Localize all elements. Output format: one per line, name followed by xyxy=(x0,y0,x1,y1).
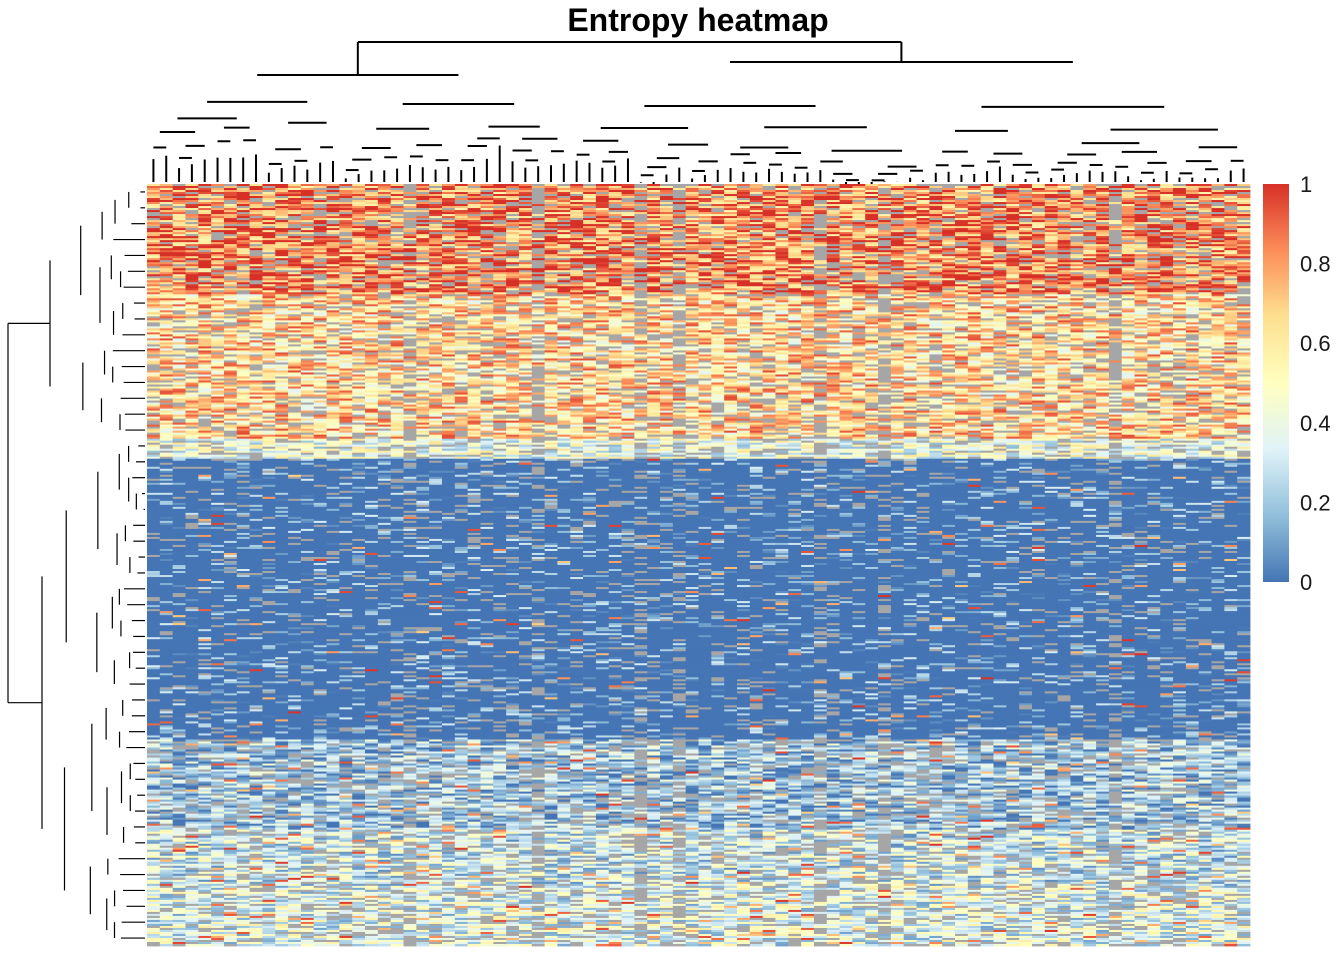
column-dendrogram xyxy=(153,42,1243,186)
heatmap-cells xyxy=(147,184,1250,946)
row-dendrogram xyxy=(8,192,145,938)
